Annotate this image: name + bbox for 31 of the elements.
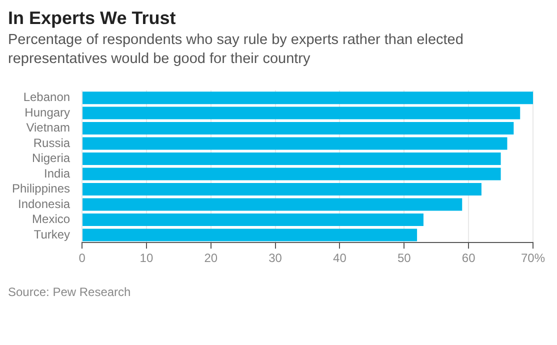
x-tick-label: 40: [333, 251, 347, 266]
x-tick-label: 30: [268, 251, 282, 266]
y-tick-label: Mexico: [32, 212, 70, 226]
x-tick-label: 20: [204, 251, 218, 266]
bar: [82, 137, 508, 150]
x-tick-label: 70%: [520, 251, 546, 266]
bar: [82, 152, 501, 166]
x-tick-label: 60: [462, 251, 476, 266]
bar: [82, 213, 424, 226]
bar: [82, 168, 501, 180]
chart-title: In Experts We Trust: [8, 8, 177, 29]
y-tick-label: Turkey: [34, 227, 70, 242]
y-tick-label: Lebanon: [23, 90, 70, 104]
y-tick-label: Russia: [33, 136, 70, 150]
bar: [82, 122, 514, 135]
x-tick-label: 50: [397, 251, 412, 266]
bar: [82, 183, 482, 196]
bar: [82, 228, 418, 242]
y-tick-label: Hungary: [24, 105, 70, 120]
bar: [82, 106, 520, 120]
y-tick-label: Indonesia: [18, 196, 70, 211]
bar: [82, 198, 462, 211]
y-tick-label: Nigeria: [32, 151, 70, 166]
x-tick-label: 10: [140, 251, 154, 266]
x-tick-label: 0: [78, 251, 86, 266]
y-tick-label: Vietnam: [26, 120, 70, 135]
bar: [82, 92, 533, 104]
y-tick-label: Philippines: [12, 182, 70, 196]
chart-subtitle: Percentage of respondents who say rule by experts rather than elected representatives would be good for their country: [8, 31, 464, 69]
source-note: Source: Pew Research: [8, 285, 132, 299]
y-tick-label: India: [44, 166, 70, 180]
